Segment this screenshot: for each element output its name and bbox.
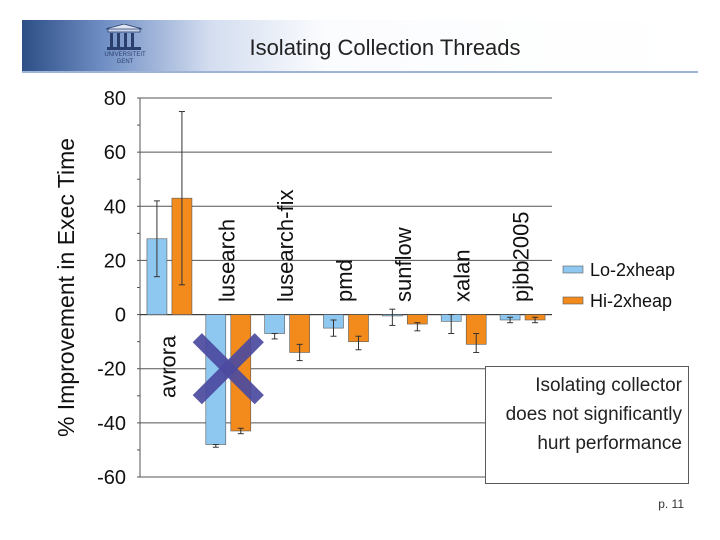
- y-tick-label: 80: [104, 88, 126, 110]
- page-number: p. 11: [658, 497, 684, 511]
- category-label: lusearch-fix: [273, 190, 298, 302]
- y-tick-label: -40: [97, 413, 126, 435]
- category-label: sunflow: [391, 227, 416, 302]
- university-logo-icon: [105, 24, 143, 50]
- y-tick-label: -60: [97, 467, 126, 489]
- cross-mark: [192, 333, 264, 405]
- y-tick-label: 0: [115, 305, 126, 327]
- annotation-box: Isolating collector does not significant…: [485, 366, 689, 484]
- category-label: avrora: [155, 335, 180, 398]
- logo-text: UNIVERSITEIT GENT: [104, 52, 146, 65]
- category-label: lusearch: [214, 219, 239, 302]
- category-label: pjbb2005: [509, 211, 534, 302]
- bar-Lo-2xheap: [264, 314, 285, 334]
- y-tick-label: 20: [104, 250, 126, 272]
- header-rule: [22, 71, 698, 73]
- y-tick-label: 40: [104, 196, 126, 218]
- category-label: pmd: [332, 259, 357, 302]
- category-label: xalan: [450, 249, 475, 302]
- y-tick-label: -20: [97, 359, 126, 381]
- legend-label: Lo-2xheap: [590, 260, 675, 280]
- legend-label: Hi-2xheap: [590, 291, 672, 311]
- legend-swatch: [562, 265, 584, 274]
- slide-title: Isolating Collection Threads: [249, 35, 521, 60]
- y-tick-label: 60: [104, 142, 126, 164]
- legend-swatch: [562, 296, 584, 305]
- y-axis-label: % Improvement in Exec Time: [53, 138, 79, 437]
